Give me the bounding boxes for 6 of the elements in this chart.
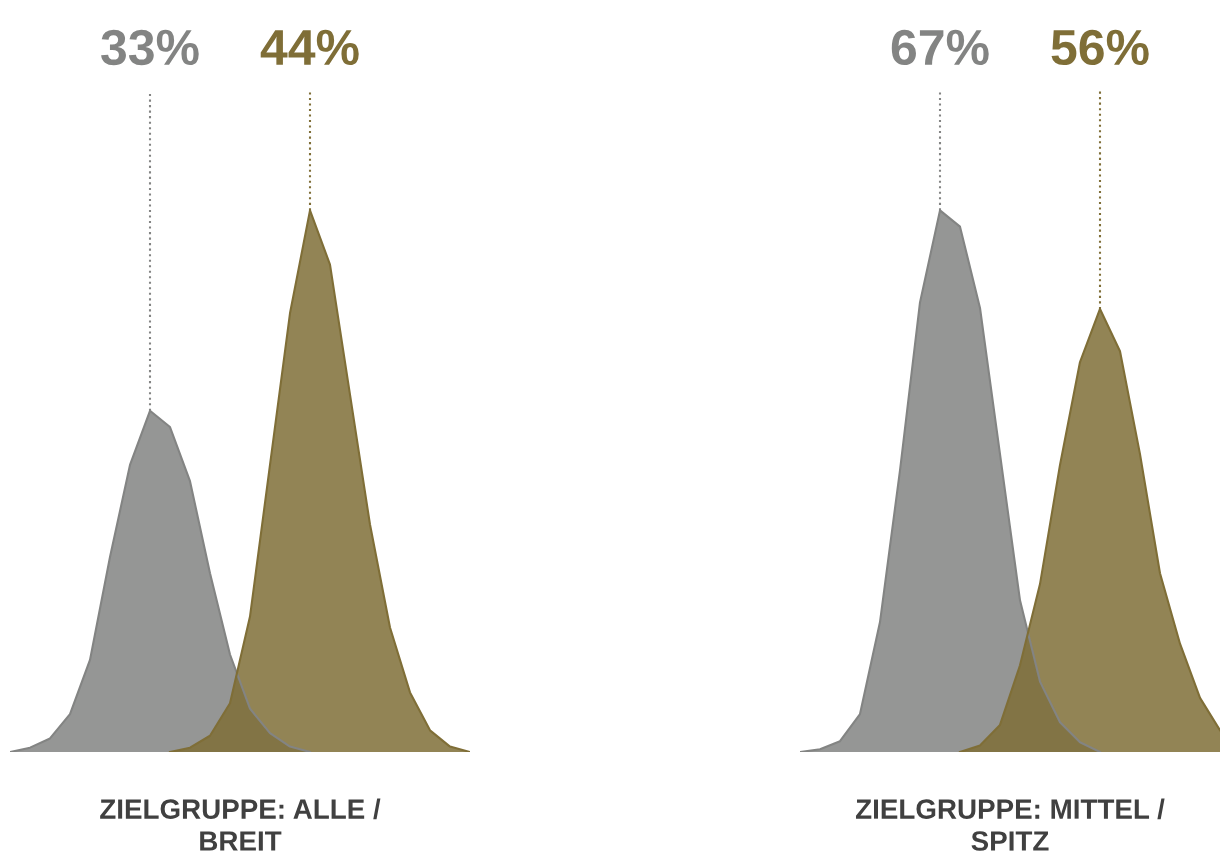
text: 67% bbox=[891, 29, 989, 66]
text: 33% bbox=[101, 29, 199, 66]
x-axis-title: ZIELGRUPPE: ALLE / BREIT bbox=[100, 798, 381, 851]
x-axis-title: ZIELGRUPPE: MITTEL / SPITZ bbox=[855, 798, 1165, 851]
text: 44% bbox=[260, 29, 359, 66]
text: 56% bbox=[1051, 29, 1149, 66]
